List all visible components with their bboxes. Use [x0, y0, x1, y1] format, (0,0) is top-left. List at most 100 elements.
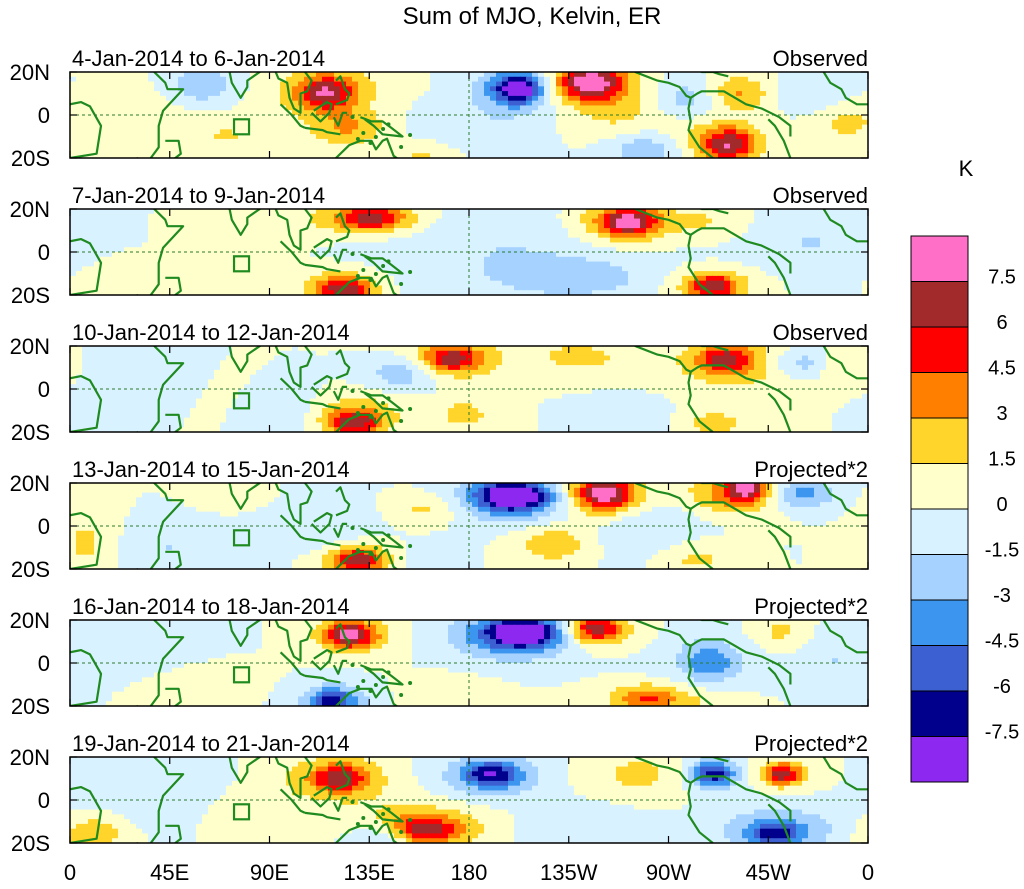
heatmap-cell [142, 76, 149, 83]
heatmap-cell [358, 124, 365, 130]
heatmap-cell [484, 252, 491, 258]
heatmap-cell [712, 124, 719, 130]
heatmap-cell [130, 95, 137, 102]
heatmap-cell [850, 105, 857, 111]
heatmap-cell [124, 86, 131, 92]
heatmap-cell [430, 129, 437, 135]
heatmap-cell [436, 100, 443, 107]
heatmap-cell [88, 148, 95, 154]
heatmap-cell [760, 81, 767, 87]
heatmap-cell [88, 129, 95, 135]
heatmap-cell [130, 148, 137, 154]
heatmap-cell [106, 119, 113, 126]
heatmap-cell [424, 110, 431, 116]
heatmap-cell [82, 218, 89, 224]
heatmap-cell [820, 148, 827, 154]
heatmap-cell [442, 261, 449, 267]
heatmap-cell [436, 247, 443, 253]
heatmap-cell [472, 115, 479, 121]
heatmap-cell [154, 129, 161, 135]
heatmap-cell [742, 275, 749, 282]
heatmap-cell [382, 290, 389, 295]
heatmap-cell [640, 81, 647, 87]
heatmap-cell [250, 247, 257, 253]
heatmap-cell [634, 252, 641, 258]
heatmap-cell [688, 218, 695, 224]
heatmap-cell [142, 148, 149, 154]
heatmap-cell [508, 138, 515, 145]
heatmap-cell [160, 266, 167, 272]
heatmap-cell [526, 271, 533, 277]
heatmap-cell [550, 115, 557, 121]
heatmap-cell [70, 280, 77, 287]
heatmap-cell [424, 285, 431, 291]
heatmap-cell [514, 115, 521, 121]
heatmap-cell [118, 218, 125, 224]
heatmap-cell [262, 129, 269, 135]
heatmap-cell [142, 72, 149, 78]
heatmap-cell [376, 124, 383, 130]
heatmap-cell [148, 247, 155, 253]
heatmap-cell [226, 228, 233, 234]
heatmap-cell [526, 285, 533, 291]
heatmap-cell [778, 124, 785, 130]
heatmap-cell [346, 95, 353, 102]
heatmap-cell [418, 119, 425, 126]
heatmap-cell [76, 213, 83, 220]
heatmap-cell [748, 134, 755, 140]
heatmap-cell [484, 134, 491, 140]
heatmap-cell [298, 76, 305, 83]
heatmap-cell [454, 223, 461, 229]
heatmap-cell [136, 242, 143, 248]
heatmap-cell [562, 138, 569, 145]
heatmap-cell [796, 242, 803, 248]
heatmap-cell [136, 252, 143, 258]
heatmap-cell [670, 256, 677, 263]
heatmap-cell [808, 247, 815, 253]
heatmap-cell [544, 209, 551, 215]
heatmap-cell [532, 228, 539, 234]
heatmap-cell [112, 346, 119, 352]
heatmap-cell [142, 218, 149, 224]
heatmap-cell [862, 115, 868, 121]
heatmap-cell [700, 218, 707, 224]
heatmap-cell [772, 110, 779, 116]
heatmap-cell [328, 95, 335, 102]
heatmap-cell [304, 134, 311, 140]
heatmap-cell [754, 153, 761, 158]
heatmap-cell [460, 100, 467, 107]
heatmap-cell [568, 213, 575, 220]
heatmap-cell [430, 280, 437, 287]
heatmap-cell [124, 237, 131, 244]
heatmap-cell [226, 134, 233, 140]
heatmap-cell [70, 72, 77, 78]
heatmap-cell [574, 124, 581, 130]
heatmap-cell [112, 124, 119, 130]
heatmap-cell [190, 228, 197, 234]
heatmap-cell [616, 232, 623, 239]
heatmap-cell [670, 138, 677, 145]
heatmap-cell [496, 252, 503, 258]
heatmap-cell [736, 110, 743, 116]
heatmap-cell [208, 237, 215, 244]
figure-title: Sum of MJO, Kelvin, ER [403, 3, 662, 30]
heatmap-cell [154, 275, 161, 282]
heatmap-cell [472, 134, 479, 140]
heatmap-cell [826, 95, 833, 102]
heatmap-cell [664, 285, 671, 291]
heatmap-cell [118, 280, 125, 287]
heatmap-cell [424, 247, 431, 253]
heatmap-cell [490, 218, 497, 224]
heatmap-cell [676, 256, 683, 263]
heatmap-cell [364, 218, 371, 224]
heatmap-cell [82, 134, 89, 140]
heatmap-cell [340, 266, 347, 272]
coastline [335, 75, 351, 106]
heatmap-cell [844, 124, 851, 130]
heatmap-cell [430, 218, 437, 224]
heatmap-cell [160, 223, 167, 229]
heatmap-cell [478, 275, 485, 282]
heatmap-cell [856, 76, 863, 83]
heatmap-cell [502, 100, 509, 107]
heatmap-cell [214, 228, 221, 234]
